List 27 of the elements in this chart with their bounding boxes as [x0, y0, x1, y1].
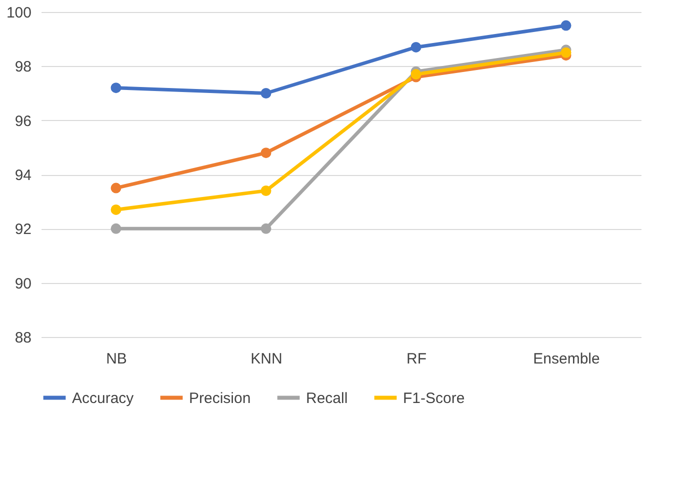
y-tick-label: 88 [14, 330, 32, 346]
y-tick-label: 96 [14, 112, 32, 130]
legend-label: Recall [306, 390, 348, 407]
point [260, 148, 272, 158]
point [260, 186, 272, 196]
point [560, 47, 572, 58]
legend-label: F1-Score [403, 390, 465, 407]
point [260, 223, 272, 234]
legend-label: Accuracy [72, 390, 134, 407]
y-tick-label: 100 [6, 4, 32, 22]
point [410, 42, 422, 52]
y-tick-label: 94 [14, 167, 32, 184]
point [560, 20, 572, 31]
point [110, 82, 122, 94]
y-tick-label: 98 [14, 58, 32, 76]
x-tick-label: Ensemble [533, 350, 600, 368]
x-tick-label: NB [106, 350, 127, 368]
point [410, 69, 422, 80]
point [260, 88, 272, 98]
point [110, 223, 122, 234]
legend-label: Precision [189, 390, 251, 407]
point [110, 182, 122, 194]
y-tick-label: 90 [14, 275, 32, 292]
x-tick-label: KNN [250, 350, 282, 368]
x-tick-label: RF [406, 350, 426, 368]
y-tick-label: 92 [14, 221, 32, 238]
point [110, 204, 122, 215]
